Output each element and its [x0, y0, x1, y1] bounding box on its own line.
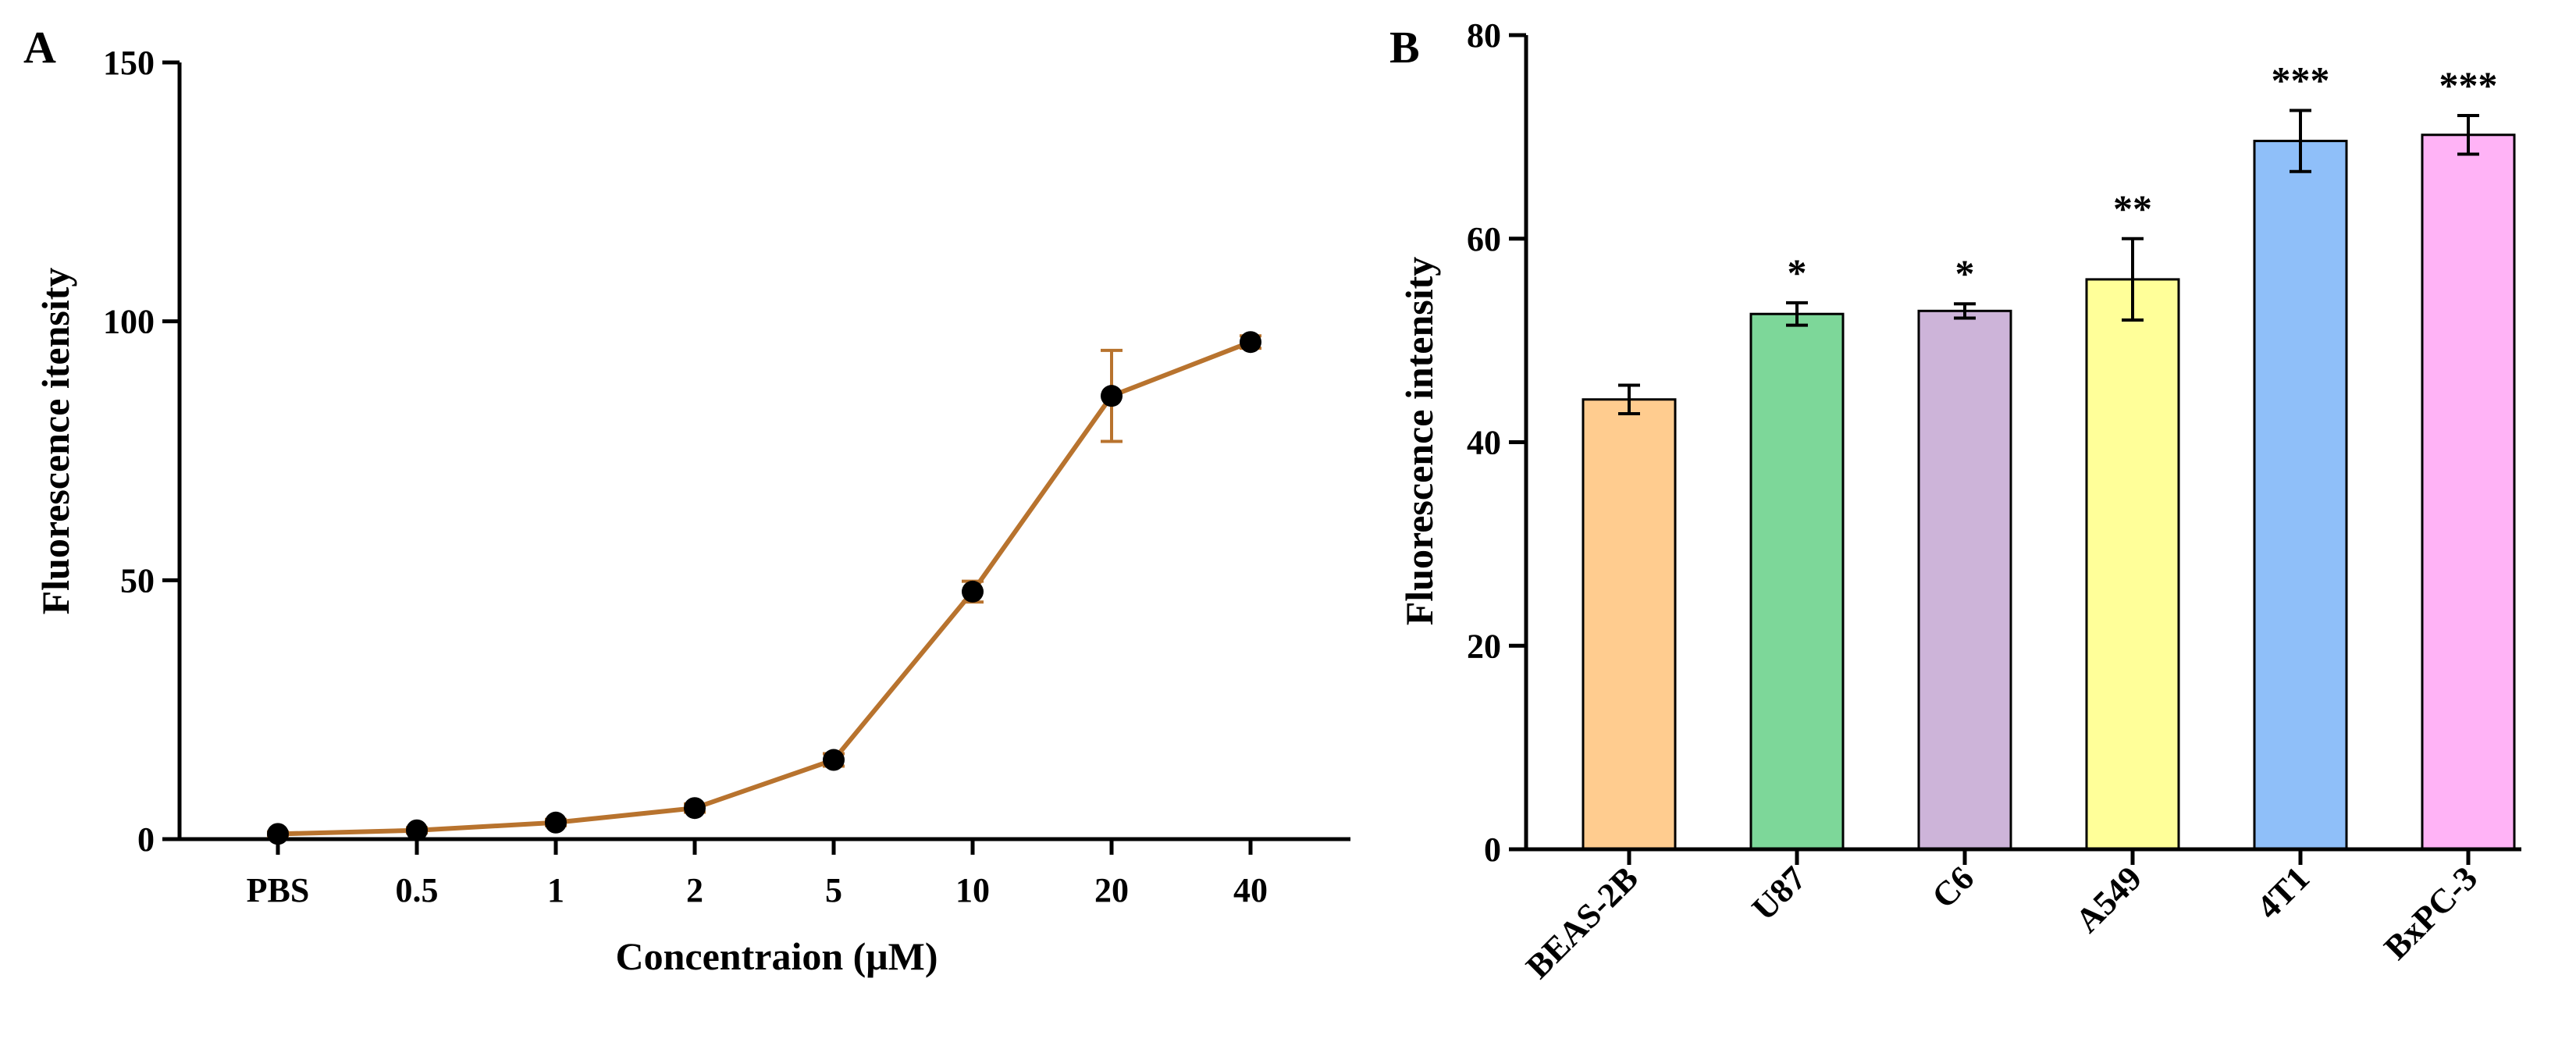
bar-chart-cell-lines: Fluorescence intensity 0 20 40 60 80 BEAS-2B U… — [1397, 16, 2521, 986]
chart-b-significance-label: *** — [2439, 63, 2498, 107]
chart-a-xtick-label: 5 — [825, 871, 842, 909]
chart-a-data-point — [684, 797, 706, 820]
chart-a-xlabel: Concentraion (μM) — [616, 934, 938, 978]
chart-a-ylabel: Fluorescence itensity — [34, 268, 77, 615]
chart-b-ytick-label: 80 — [1467, 16, 1501, 55]
chart-b-xtick-label: C6 — [1924, 859, 1981, 916]
chart-b-significance-label: ** — [2113, 187, 2152, 230]
chart-b-ytick-label: 0 — [1484, 831, 1501, 869]
chart-a-xtick-label: 2 — [686, 871, 703, 909]
chart-a-data-point — [962, 580, 984, 603]
chart-b-bar — [2421, 133, 2516, 851]
chart-b-xtick-label: 4T1 — [2250, 859, 2318, 927]
chart-b-xtick-label: A549 — [2068, 859, 2149, 940]
chart-b-xtick-label: BEAS-2B — [1518, 859, 1646, 986]
chart-a-data-point — [406, 819, 428, 841]
chart-b-xtick-label: U87 — [1745, 859, 1813, 927]
chart-a-xtick-label: 10 — [955, 871, 990, 909]
chart-b-bar — [2253, 140, 2348, 851]
panel-a-letter: A — [23, 22, 56, 73]
chart-a-ytick-label: 50 — [120, 561, 155, 599]
chart-b-bar — [1582, 398, 1677, 851]
chart-a-xtick-label: 1 — [547, 871, 564, 909]
chart-a-data-point — [1101, 385, 1123, 407]
chart-b-significance-label: *** — [2272, 58, 2330, 101]
chart-b-significance-label: * — [1955, 251, 1975, 295]
chart-b-significance-label: * — [1788, 251, 1807, 294]
chart-a-ytick-label: 100 — [103, 303, 155, 341]
chart-b-ytick-label: 20 — [1467, 627, 1501, 665]
chart-a-xtick-label: PBS — [247, 871, 310, 909]
chart-a-xtick-label: 0.5 — [396, 871, 439, 909]
chart-a-data-point — [545, 811, 567, 834]
chart-b-ylabel: Fluorescence intensity — [1397, 257, 1441, 626]
chart-b-bar — [1749, 312, 1845, 851]
chart-a-series-line — [277, 340, 1252, 837]
chart-a-data-point — [1240, 331, 1261, 354]
chart-a-data-point — [267, 823, 289, 845]
chart-a-ytick-label: 150 — [103, 44, 155, 82]
panel-b-letter: B — [1389, 22, 1420, 73]
chart-b-bar — [2085, 278, 2180, 851]
chart-b-ytick-label: 40 — [1467, 424, 1501, 462]
chart-b-ytick-label: 60 — [1467, 220, 1501, 258]
chart-a-xtick-label: 20 — [1094, 871, 1129, 909]
chart-a-xtick-label: 40 — [1233, 871, 1268, 909]
chart-a-ytick-label: 0 — [137, 820, 155, 859]
line-chart-concentration: Fluorescence itensity Concentraion (μM) … — [34, 44, 1350, 978]
chart-a-data-point — [823, 749, 845, 771]
chart-b-bar — [1917, 309, 2012, 851]
chart-b-xtick-label: BxPC-3 — [2377, 859, 2485, 966]
